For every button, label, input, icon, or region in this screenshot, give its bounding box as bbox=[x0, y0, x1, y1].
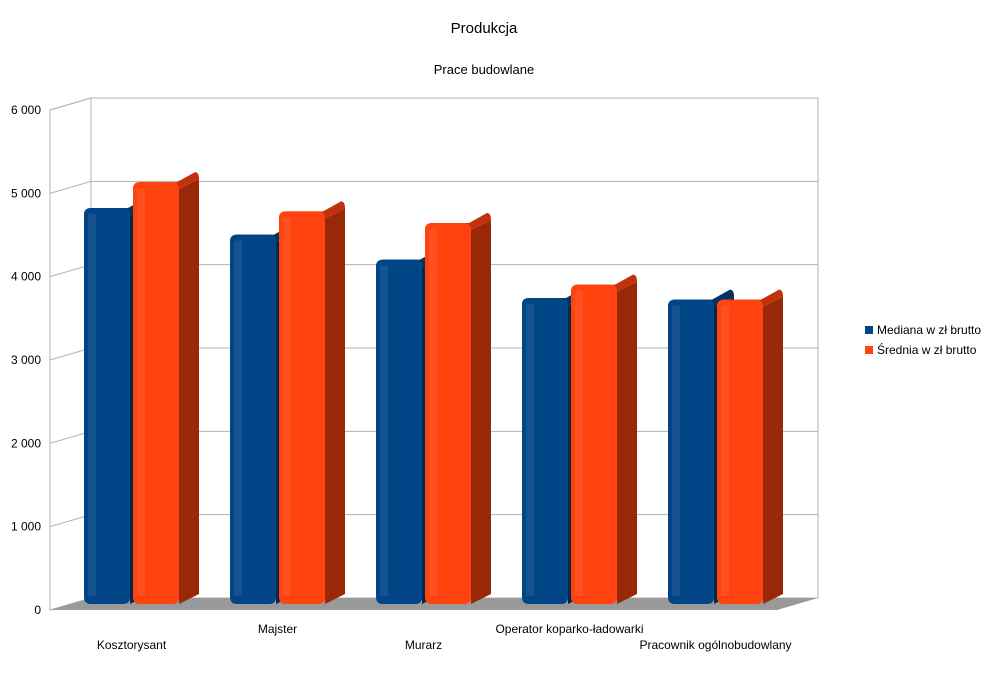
legend-swatch bbox=[865, 326, 873, 334]
y-tick-label: 1 000 bbox=[11, 520, 41, 534]
x-tick-label: Pracownik ogólnobudowlany bbox=[639, 638, 791, 652]
x-tick-label: Operator koparko-ładowarki bbox=[495, 622, 643, 636]
bar bbox=[717, 289, 783, 604]
bar bbox=[133, 172, 199, 604]
y-tick-label: 0 bbox=[34, 603, 41, 617]
y-tick-label: 6 000 bbox=[11, 103, 41, 117]
legend: Mediana w zł brutto Średnia w zł brutto bbox=[865, 323, 981, 357]
legend-label: Mediana w zł brutto bbox=[877, 323, 981, 337]
y-tick-label: 2 000 bbox=[11, 436, 41, 450]
x-tick-label: Murarz bbox=[405, 638, 442, 652]
y-tick-label: 5 000 bbox=[11, 186, 41, 200]
y-tick-label: 4 000 bbox=[11, 270, 41, 284]
bar bbox=[571, 274, 637, 604]
gridline bbox=[49, 180, 92, 194]
chart-title: Produkcja bbox=[451, 20, 518, 37]
x-tick-label: Kosztorysant bbox=[97, 638, 167, 652]
bar bbox=[425, 213, 491, 604]
y-axis-ticks: 0 1 000 2 000 3 000 4 000 5 000 6 000 bbox=[11, 103, 41, 617]
bars bbox=[84, 172, 783, 605]
gridline bbox=[49, 97, 92, 111]
legend-swatch bbox=[865, 346, 873, 354]
x-axis-categories: Kosztorysant Majster Murarz Operator kopark… bbox=[97, 622, 792, 652]
chart-subtitle: Prace budowlane bbox=[434, 62, 534, 77]
y-tick-label: 3 000 bbox=[11, 353, 41, 367]
bar bbox=[279, 201, 345, 605]
legend-label: Średnia w zł brutto bbox=[877, 342, 977, 357]
x-tick-label: Majster bbox=[258, 622, 297, 636]
